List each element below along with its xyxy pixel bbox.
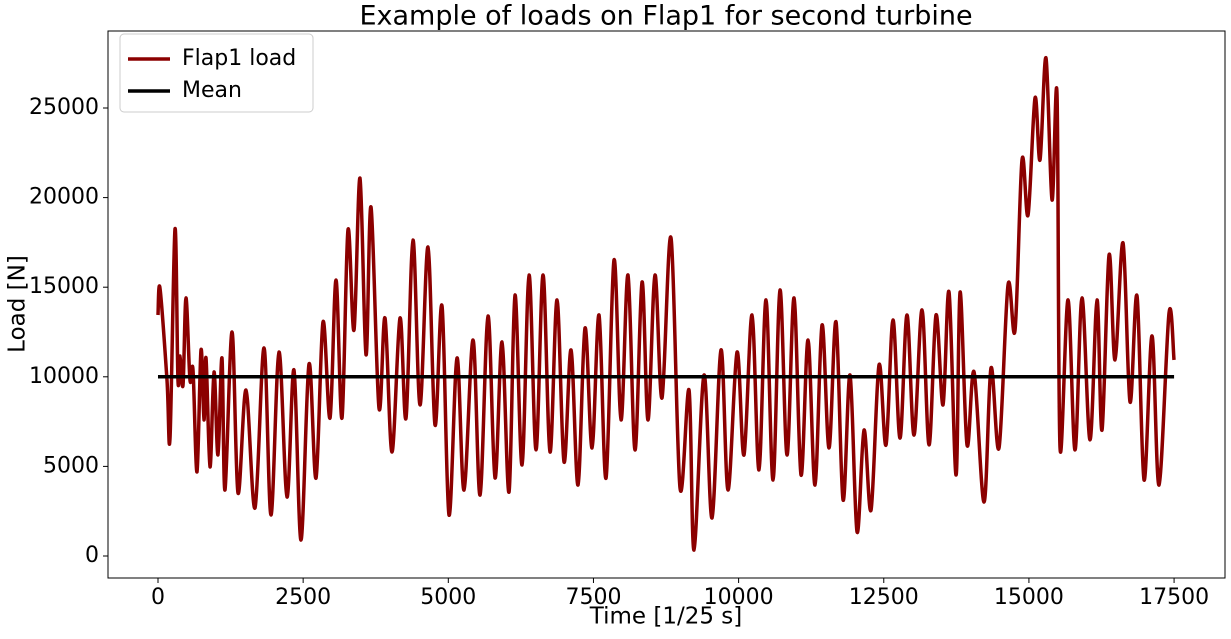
x-axis-label: Time [1/25 s] xyxy=(589,604,743,630)
plot-area xyxy=(156,56,1176,552)
x-tick-label: 12500 xyxy=(849,585,919,610)
y-tick-label: 20000 xyxy=(29,185,99,210)
y-tick-label: 10000 xyxy=(29,364,99,389)
legend-label: Flap1 load xyxy=(182,46,296,71)
axes-frame xyxy=(107,30,1226,579)
x-tick-label: 2500 xyxy=(275,585,331,610)
chart-title: Example of loads on Flap1 for second tur… xyxy=(359,1,972,32)
x-tick-label: 10000 xyxy=(704,585,774,610)
y-tick-label: 25000 xyxy=(29,95,99,120)
x-tick-label: 0 xyxy=(151,585,165,610)
x-tick-label: 15000 xyxy=(994,585,1064,610)
y-tick-label: 0 xyxy=(85,543,99,568)
data-line xyxy=(156,56,1176,552)
legend-label: Mean xyxy=(182,78,242,103)
y-axis-label: Load [N] xyxy=(5,255,31,353)
legend: Flap1 load Mean xyxy=(119,33,314,113)
y-tick-label: 15000 xyxy=(29,274,99,299)
x-tick-label: 17500 xyxy=(1139,585,1209,610)
x-tick-label: 5000 xyxy=(420,585,476,610)
y-tick-label: 5000 xyxy=(43,453,99,478)
x-tick-label: 7500 xyxy=(565,585,621,610)
